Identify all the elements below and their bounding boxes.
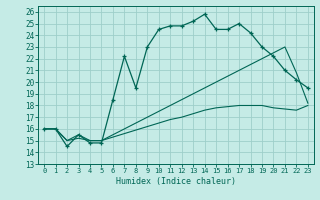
X-axis label: Humidex (Indice chaleur): Humidex (Indice chaleur) xyxy=(116,177,236,186)
